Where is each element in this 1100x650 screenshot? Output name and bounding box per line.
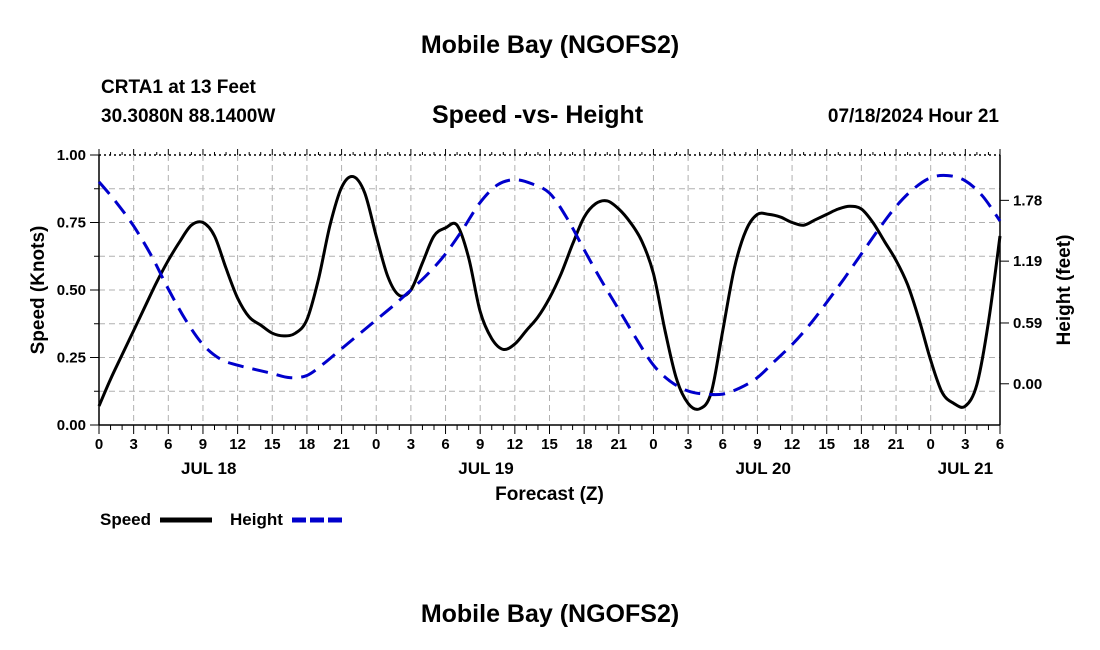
axis-labels: 0 3 6 9 12 15 18 21 0 3 6 9 12 15 18 21 0 3 6 9 12 15 18 21 0 3 6J… (28, 147, 1075, 505)
series-lines (97, 173, 1002, 411)
legend: Speed Height (100, 510, 342, 529)
y-left-tick-label: 1.00 (57, 147, 86, 164)
axes (90, 149, 1009, 434)
date-label: JUL 20 (735, 459, 790, 478)
x-tick-label: 12 (229, 436, 246, 453)
x-tick-label: 15 (818, 436, 835, 453)
x-tick-label: 9 (476, 436, 484, 453)
x-tick-label: 12 (507, 436, 524, 453)
x-tick-label: 9 (753, 436, 761, 453)
x-axis-title: Forecast (Z) (495, 484, 604, 505)
x-tick-label: 21 (333, 436, 350, 453)
x-tick-label: 6 (996, 436, 1004, 453)
y-left-tick-label: 0.25 (57, 350, 86, 367)
y-right-tick-label: 1.78 (1013, 192, 1042, 209)
x-tick-label: 3 (407, 436, 415, 453)
x-tick-label: 15 (264, 436, 281, 453)
x-tick-label: 3 (684, 436, 692, 453)
x-tick-label: 0 (927, 436, 935, 453)
series-line-speed (97, 174, 1002, 411)
x-tick-label: 18 (853, 436, 870, 453)
station-coordinates: 30.3080N 88.1400W (101, 106, 276, 127)
x-tick-label: 21 (610, 436, 627, 453)
x-tick-label: 18 (576, 436, 593, 453)
x-tick-label: 6 (719, 436, 727, 453)
chart-title: Speed -vs- Height (432, 101, 644, 129)
x-tick-label: 0 (372, 436, 380, 453)
date-label: JUL 19 (458, 459, 513, 478)
legend-label-speed: Speed (100, 510, 151, 529)
y-right-tick-label: 1.19 (1013, 253, 1042, 270)
x-tick-label: 3 (961, 436, 969, 453)
y-left-tick-label: 0.00 (57, 417, 86, 434)
date-label: JUL 18 (181, 459, 236, 478)
y-left-axis-title: Speed (Knots) (28, 226, 49, 355)
x-tick-label: 3 (129, 436, 137, 453)
bottom-title: Mobile Bay (NGOFS2) (420, 600, 680, 628)
x-tick-label: 6 (441, 436, 449, 453)
station-name: CRTA1 at 13 Feet (101, 77, 256, 98)
date-label: JUL 21 (938, 459, 993, 478)
forecast-date-hour: 07/18/2024 Hour 21 (827, 106, 999, 127)
x-tick-label: 6 (164, 436, 172, 453)
x-tick-label: 21 (888, 436, 905, 453)
legend-label-height: Height (230, 510, 283, 529)
x-tick-label: 0 (95, 436, 103, 453)
x-tick-label: 15 (541, 436, 558, 453)
y-right-tick-label: 0.59 (1013, 315, 1042, 332)
y-right-axis-title: Height (feet) (1054, 235, 1075, 346)
y-right-tick-label: 0.00 (1013, 376, 1042, 393)
x-tick-label: 0 (649, 436, 657, 453)
x-tick-label: 12 (784, 436, 801, 453)
x-tick-label: 9 (199, 436, 207, 453)
x-tick-label: 18 (299, 436, 316, 453)
y-left-tick-label: 0.75 (57, 215, 86, 232)
y-left-tick-label: 0.50 (57, 282, 86, 299)
page-title: Mobile Bay (NGOFS2) (420, 31, 680, 59)
